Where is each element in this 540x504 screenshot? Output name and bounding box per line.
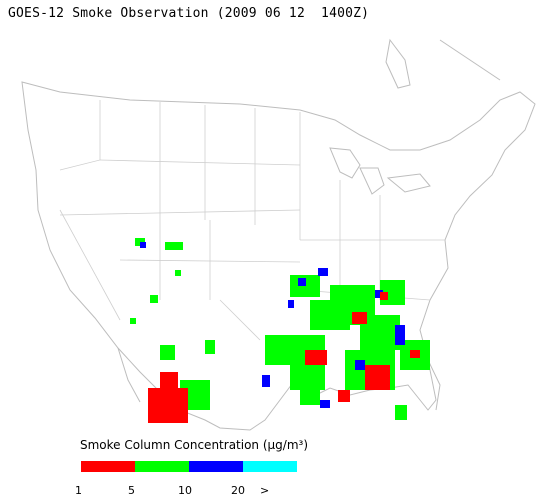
legend-tick-more: > [260,484,270,497]
map-title: GOES-12 Smoke Observation (2009 06 12 14… [8,6,370,21]
smoke-areas [130,238,430,423]
legend-color-bar [81,461,297,472]
legend-tick-1: 1 [75,484,82,497]
legend-swatch-5-10 [135,461,189,472]
legend-swatch-10-20 [189,461,243,472]
state-borders [59,100,445,341]
legend-swatch-20-plus [243,461,297,472]
legend-tick-5: 5 [128,484,135,497]
legend-tick-20: 20 [231,484,245,497]
map-outline [21,38,536,431]
legend-title: Smoke Column Concentration (µg/m³) [80,438,308,452]
smoke-map [21,38,536,431]
legend-tick-10: 10 [178,484,192,497]
legend-swatch-1-5 [81,461,135,472]
